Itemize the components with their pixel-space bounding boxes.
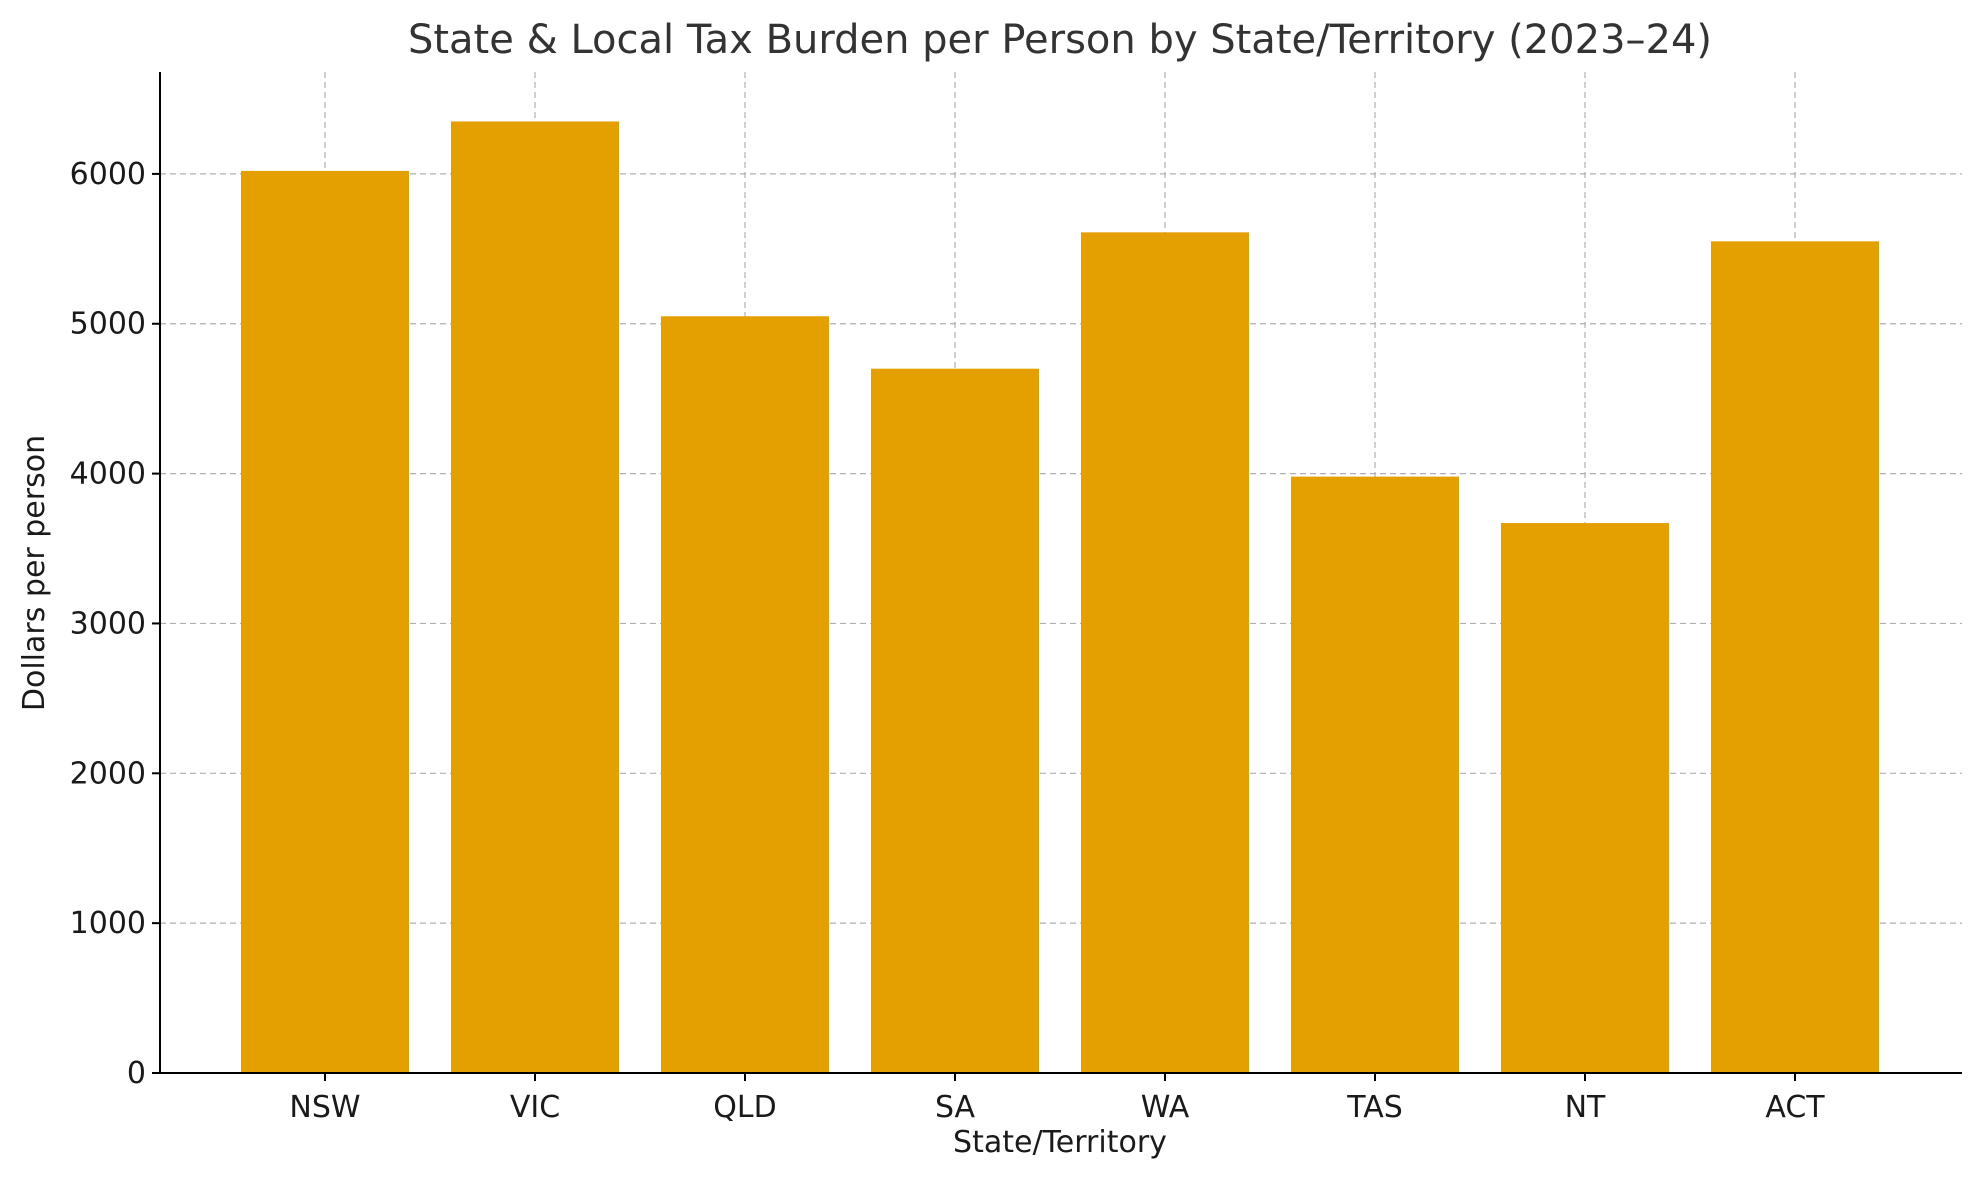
x-tick-label-act: ACT — [1765, 1090, 1825, 1125]
bar-nsw — [241, 170, 409, 1074]
x-tick-label-nsw: NSW — [289, 1090, 360, 1125]
y-tick-label: 2000 — [70, 756, 146, 791]
x-tick-label-qld: QLD — [713, 1090, 776, 1125]
x-tick-label-tas: TAS — [1346, 1090, 1403, 1125]
bar-sa — [871, 368, 1039, 1073]
y-tick-label: 6000 — [70, 157, 146, 192]
y-tick-label: 4000 — [70, 457, 146, 492]
bar-qld — [661, 316, 829, 1073]
bar-tas — [1291, 476, 1459, 1073]
y-axis-label: Dollars per person — [17, 435, 52, 711]
x-tick-label-vic: VIC — [510, 1090, 560, 1125]
bar-nt — [1501, 523, 1669, 1073]
bar-vic — [451, 121, 619, 1073]
bars-layer — [241, 121, 1879, 1074]
x-tick-label-sa: SA — [935, 1090, 976, 1125]
y-tick-label: 3000 — [70, 606, 146, 641]
x-tick-label-wa: WA — [1141, 1090, 1190, 1125]
chart-title: State & Local Tax Burden per Person by S… — [408, 17, 1712, 63]
x-tick-label-nt: NT — [1565, 1090, 1606, 1125]
bar-act — [1711, 241, 1879, 1074]
grid-layer — [160, 72, 1962, 1074]
axes-layer — [159, 72, 1962, 1074]
x-axis-label: State/Territory — [953, 1125, 1167, 1160]
y-tick-label: 5000 — [70, 307, 146, 342]
y-tick-label: 1000 — [70, 906, 146, 941]
y-tick-label: 0 — [127, 1056, 146, 1091]
bar-wa — [1081, 232, 1249, 1073]
ticks-layer: 0 1000 2000 3000 4000 5000 6000 NSW VIC QLD SA WA TA… — [70, 157, 1826, 1125]
